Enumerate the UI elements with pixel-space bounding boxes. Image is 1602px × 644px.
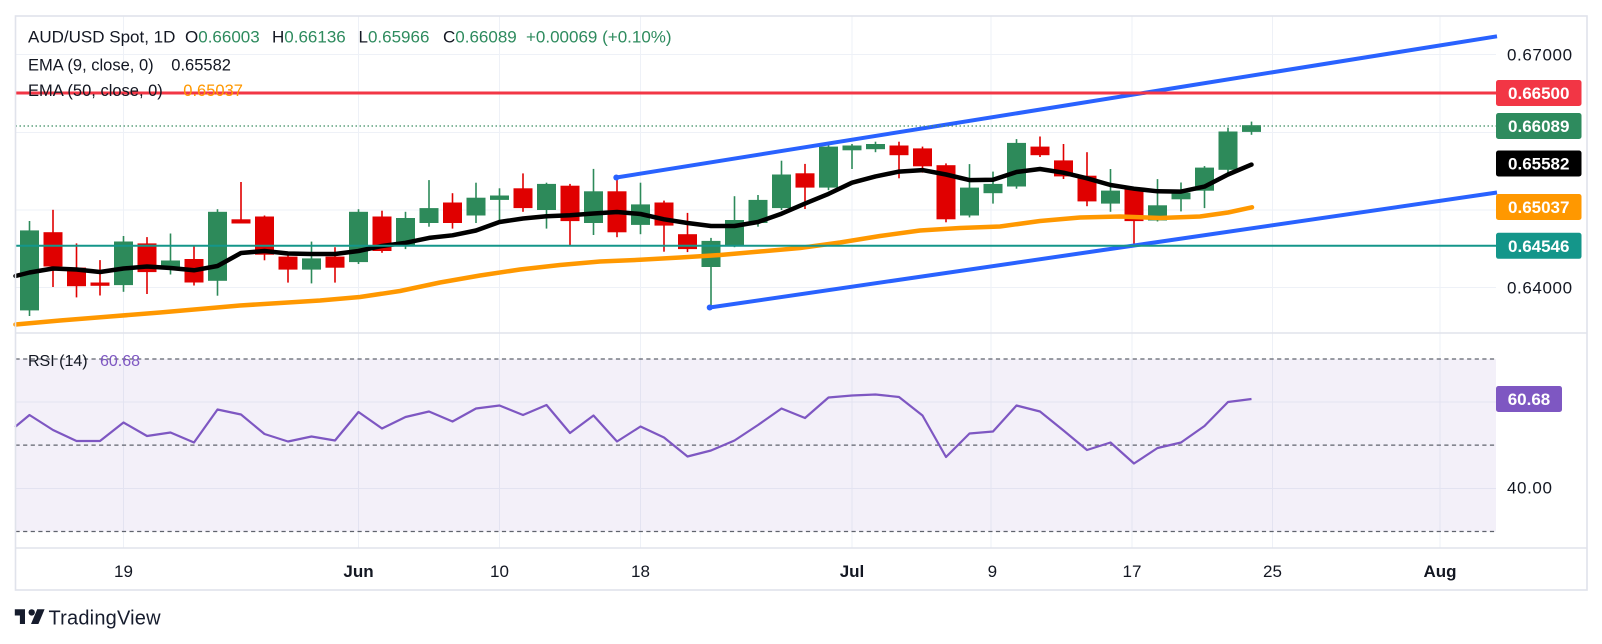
svg-text:17: 17: [1123, 562, 1142, 581]
svg-text:0.65582: 0.65582: [1508, 155, 1569, 174]
svg-text:0.64000: 0.64000: [1507, 279, 1573, 298]
svg-text:0.64546: 0.64546: [1508, 237, 1569, 256]
svg-text:TradingView: TradingView: [49, 607, 162, 629]
svg-text:0.67000: 0.67000: [1507, 46, 1573, 65]
svg-text:Aug: Aug: [1423, 562, 1456, 581]
svg-text:RSI (14)60.68: RSI (14) 60.68: [28, 353, 140, 370]
svg-text:60.68: 60.68: [1508, 390, 1551, 409]
svg-text:40.00: 40.00: [1507, 479, 1553, 498]
svg-text:EMA (9, close, 0)0.65582: EMA (9, close, 0) 0.65582: [28, 56, 231, 74]
svg-text:18: 18: [631, 562, 650, 581]
svg-text:25: 25: [1263, 562, 1282, 581]
svg-text:Jun: Jun: [343, 562, 373, 581]
svg-text:Jul: Jul: [840, 562, 865, 581]
svg-text:19: 19: [114, 562, 133, 581]
svg-text:9: 9: [988, 562, 997, 581]
svg-text:0.66089: 0.66089: [1508, 117, 1569, 136]
svg-text:10: 10: [490, 562, 509, 581]
svg-text:0.66500: 0.66500: [1508, 84, 1569, 103]
svg-text:EMA (50, close, 0)0.65037: EMA (50, close, 0) 0.65037: [28, 82, 243, 100]
svg-text:0.65037: 0.65037: [1508, 198, 1569, 217]
